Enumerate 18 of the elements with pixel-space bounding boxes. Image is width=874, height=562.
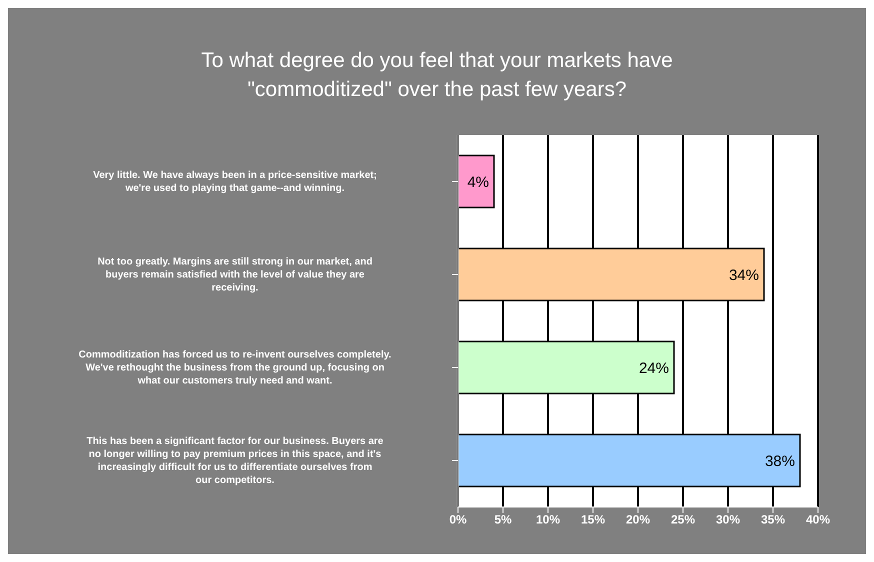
data-label: 4%: [467, 174, 489, 191]
chart-title: To what degree do you feel that your markets have "commoditized" over the past few years?: [200, 48, 674, 103]
y-tick-label: Very little. We have always been in a price-sensitive market; we're used to playing that game--and winning.: [93, 170, 377, 194]
data-label: 34%: [728, 266, 759, 284]
y-tick-label: Commoditization has forced us to re-invent ourselves completely. We've rethought the business from the ground up, focusing on what our customers truly need and want.: [78, 349, 392, 386]
x-tick-label: 35%: [760, 512, 786, 527]
y-tick-label: This has been a significant factor for our business. Buyers are no longer willing to pay premium prices in this space, and it's increasingly difficult for us to differentiate ourselves from our competitors.: [86, 436, 384, 486]
x-tick-label: 20%: [626, 512, 650, 527]
x-tick-label: 5%: [494, 512, 512, 527]
x-tick-label: 40%: [806, 512, 830, 527]
x-tick-label: 15%: [580, 512, 606, 527]
data-label: 38%: [764, 452, 795, 470]
x-tick-label: 25%: [670, 512, 696, 527]
x-tick-label: 0%: [449, 512, 467, 527]
x-tick-label: 30%: [716, 512, 740, 527]
y-tick-label: Not too greatly. Margins are still strong in our market, and buyers remain satisfied with the level of value they are receiving.: [98, 256, 372, 294]
x-tick-label: 10%: [536, 512, 560, 527]
data-label: 24%: [638, 360, 669, 377]
